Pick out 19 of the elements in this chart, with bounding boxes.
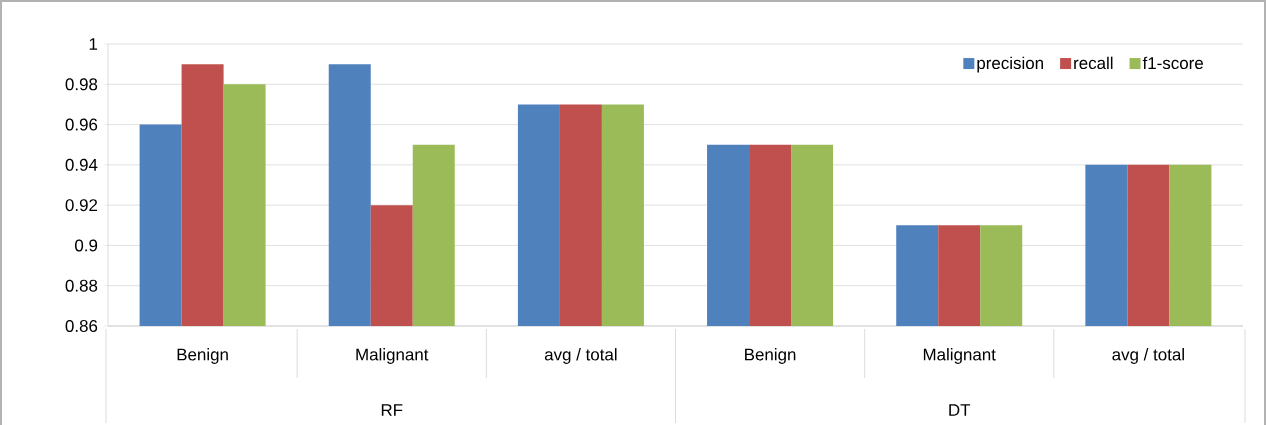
y-tick-label: 0.9 xyxy=(75,239,98,252)
x-tick-label: avg / total xyxy=(1112,348,1184,364)
y-tick-label: 0.86 xyxy=(65,320,98,332)
legend-label: precision xyxy=(977,56,1043,73)
y-tick-label: 0.92 xyxy=(65,199,98,212)
text: DT xyxy=(949,404,971,416)
legend-label: f1-score xyxy=(1142,56,1203,70)
text: RF xyxy=(381,404,403,416)
legend-label: recall xyxy=(1074,56,1113,70)
x-tick-label: Malignant xyxy=(356,348,429,364)
y-tick-label: 1 xyxy=(89,38,98,50)
y-tick-label: 0.88 xyxy=(65,279,98,292)
x-tick-label: Benign xyxy=(177,348,228,364)
y-tick-label: 0.94 xyxy=(65,158,98,171)
x-tick-label: Malignant xyxy=(923,348,996,364)
x-tick-label: avg / total xyxy=(544,348,617,364)
y-tick-label: 0.96 xyxy=(65,118,98,131)
y-tick-label: 0.98 xyxy=(65,78,98,91)
x-tick-label: Benign xyxy=(745,348,796,364)
